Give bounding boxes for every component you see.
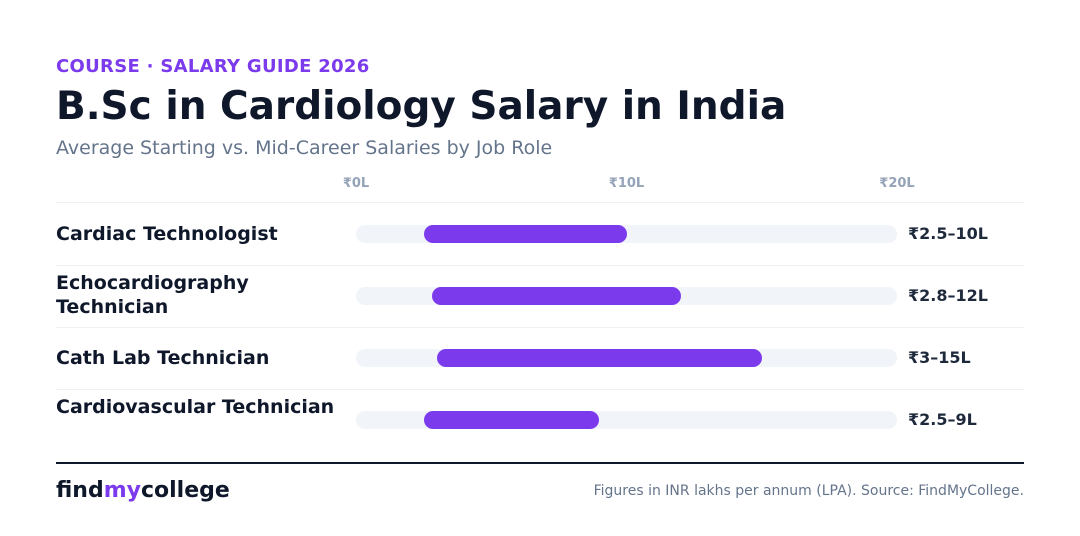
x-tick-label: ₹0L [342,176,370,191]
salary-range-label: ₹2.5–10L [908,224,988,243]
role-label: Echocardiography Technician [56,272,249,318]
brand-logo: findmycollege [56,478,230,503]
row-divider [56,265,1024,266]
row-divider [56,327,1024,328]
page-subtitle: Average Starting vs. Mid-Career Salaries… [56,137,553,159]
row-divider [56,389,1024,390]
role-label: Cardiovascular Technician [56,396,335,418]
salary-range-bar [423,411,600,429]
salary-range-label: ₹2.8–12L [908,286,988,305]
footer-divider [56,462,1024,464]
salary-range-bar [423,225,627,243]
brand-word-college: college [140,478,230,503]
salary-range-label: ₹3–15L [908,348,971,367]
row-divider [56,202,1024,203]
salary-range-bar [431,287,681,305]
x-tick-label: ₹10L [608,176,645,191]
eyebrow-label: COURSE · SALARY GUIDE 2026 [56,56,370,77]
x-tick-label: ₹20L [879,176,915,191]
brand-word-find: find [56,478,104,503]
brand-word-my: my [103,478,141,503]
salary-range-bar [437,349,762,367]
salary-range-label: ₹2.5–9L [908,410,977,429]
page-title: B.Sc in Cardiology Salary in India [56,84,787,129]
role-label: Cardiac Technologist [56,223,278,245]
role-label: Cath Lab Technician [56,347,270,369]
source-footnote: Figures in INR lakhs per annum (LPA). So… [593,483,1024,499]
